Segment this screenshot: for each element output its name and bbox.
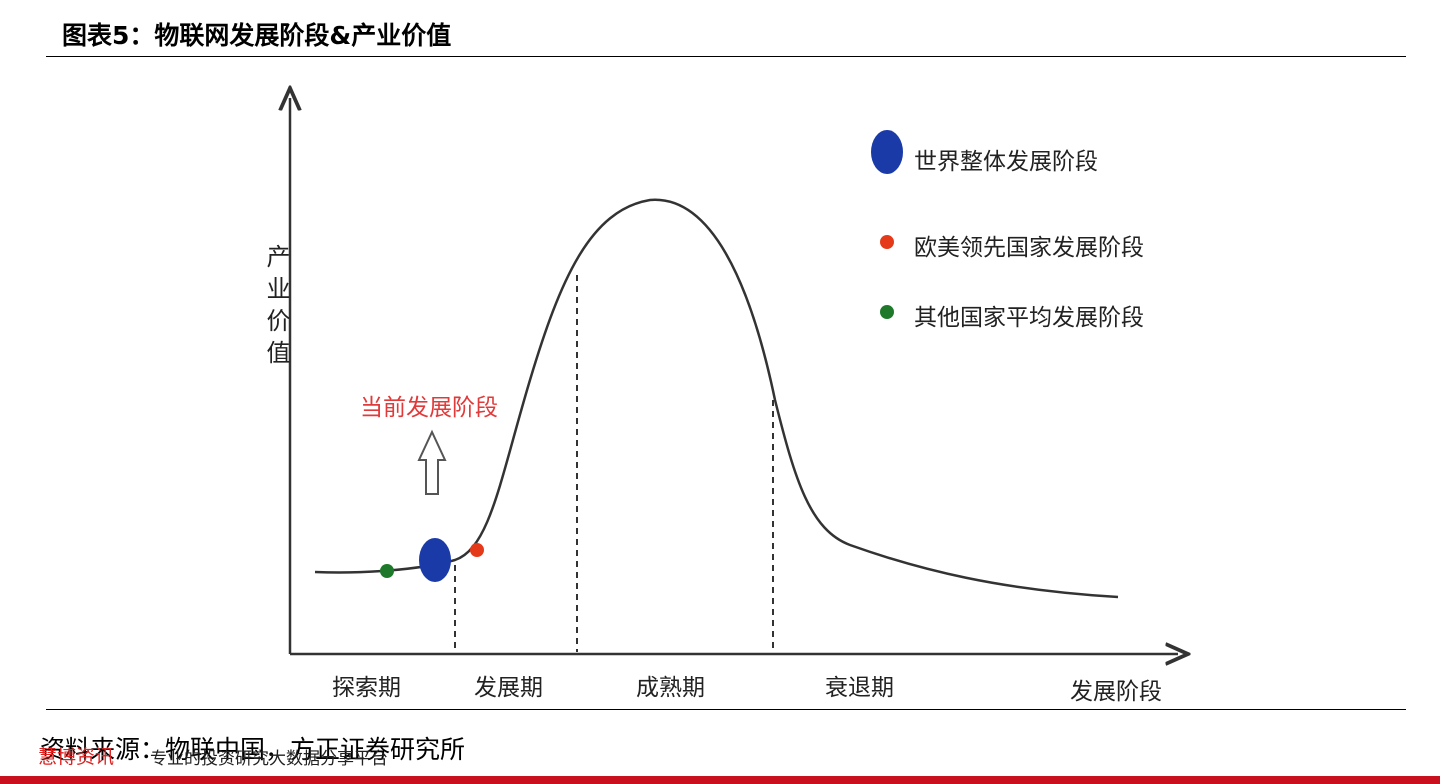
other-countries-dot	[380, 564, 394, 578]
legend-entry: 世界整体发展阶段	[914, 149, 1098, 175]
footer-bar	[0, 776, 1440, 784]
leading-countries-dot	[470, 543, 484, 557]
legend-other-marker	[880, 305, 894, 319]
watermark-brand: 慧博资讯	[38, 746, 115, 768]
source: 资料来源：物联中国，方正证券研究所	[40, 735, 466, 764]
bottom-rule	[46, 709, 1406, 710]
stage-label: 衰退期	[825, 675, 894, 701]
annotation: 当前发展阶段	[360, 395, 498, 421]
up-arrow	[417, 429, 447, 495]
stage-label: 探索期	[332, 675, 401, 701]
world-dot	[419, 538, 451, 582]
watermark-slogan: 专业的投资研究大数据分享平台	[150, 749, 388, 769]
title: 图表5：物联网发展阶段&产业价值	[62, 21, 452, 50]
legend-entry: 欧美领先国家发展阶段	[914, 235, 1144, 261]
top-rule	[46, 56, 1406, 57]
y-axis-label: 产业价值	[262, 244, 290, 372]
stage-dividers	[454, 275, 774, 652]
legend-entry: 其他国家平均发展阶段	[914, 305, 1144, 331]
legend-leading-marker	[880, 235, 894, 249]
x-axis-label: 发展阶段	[1070, 679, 1162, 705]
legend-world-marker	[871, 130, 903, 174]
lifecycle-curve	[314, 198, 1119, 599]
stage-label: 发展期	[474, 675, 543, 701]
stage-label: 成熟期	[636, 675, 705, 701]
